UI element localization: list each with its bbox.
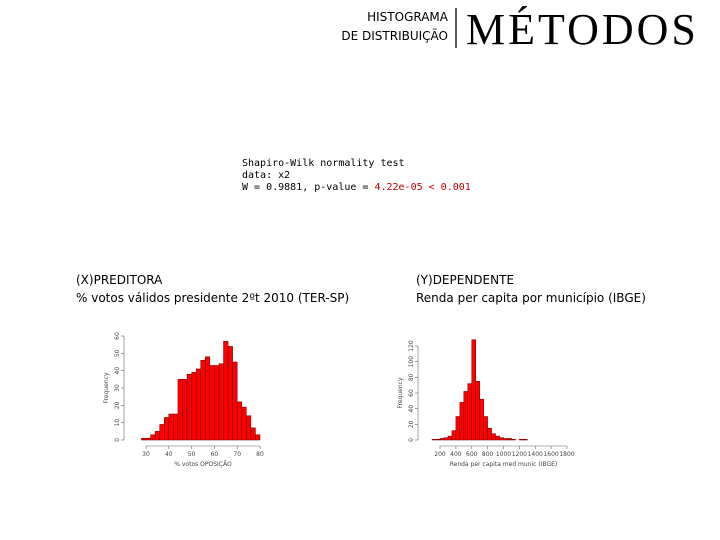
bar (519, 438, 524, 441)
y-tick-label: 60 (114, 332, 121, 340)
bar (491, 433, 496, 441)
y-tick-label: 20 (408, 420, 415, 428)
bar (246, 415, 252, 441)
bar (467, 383, 472, 441)
y-tick-label: 50 (114, 349, 121, 357)
y-tick-label: 120 (408, 340, 415, 352)
bar (431, 438, 437, 441)
test-line: Shapiro-Wilk normality test (242, 158, 405, 169)
bar (451, 430, 457, 441)
bar (154, 431, 160, 441)
y-tick-label: 40 (114, 367, 121, 375)
test-line: W = 0.9881, p-value = 4.22e-05 < 0.001 (242, 182, 471, 193)
y-axis-label: Frequency (103, 372, 110, 403)
bar (177, 379, 183, 441)
x-tick-label: 1600 (543, 451, 558, 458)
bar (186, 373, 192, 441)
bar (200, 360, 206, 441)
y-tick-label: 0 (408, 438, 415, 442)
bar (475, 381, 480, 441)
bar (223, 340, 229, 441)
bar (471, 339, 476, 441)
bar (255, 434, 261, 441)
bar (205, 356, 211, 441)
bar (173, 413, 179, 441)
x-tick-label: 1400 (528, 451, 543, 458)
y-tick-label: 100 (408, 356, 415, 368)
bar (145, 438, 151, 441)
x-tick-label: 200 (434, 451, 446, 458)
x-tick-label: 50 (188, 451, 196, 458)
bar (150, 434, 156, 441)
bar (435, 438, 441, 441)
y-tick-label: 20 (114, 401, 121, 409)
bar (455, 416, 461, 441)
bar (241, 406, 247, 441)
x-tick-label: 80 (256, 451, 264, 458)
x-tick-label: 40 (165, 451, 173, 458)
bar (227, 346, 233, 441)
bar (479, 399, 484, 441)
y-tick-label: 80 (408, 373, 415, 381)
bar (503, 438, 508, 441)
y-tick-label: 0 (114, 438, 121, 442)
chart-subtitle: Renda per capita por município (IBGE) (416, 291, 646, 305)
bar (236, 401, 243, 441)
x-tick-label: 400 (450, 451, 462, 458)
x-tick-label: 1000 (496, 451, 511, 458)
x-tick-label: 30 (142, 451, 150, 458)
bar (159, 424, 165, 441)
bar (511, 438, 516, 441)
bar (483, 416, 488, 441)
header-line: DE DISTRIBUIÇÃO (341, 28, 448, 43)
test-line: data: x2 (242, 170, 290, 181)
chart-title: (X)PREDITORA (76, 273, 163, 287)
y-tick-label: 60 (408, 389, 415, 397)
bar (168, 413, 174, 441)
bar (182, 379, 188, 441)
bar (507, 438, 512, 441)
x-tick-label: 60 (211, 451, 219, 458)
bar (443, 437, 449, 441)
chart-subtitle: % votos válidos presidente 2ºt 2010 (TER… (76, 291, 349, 305)
bar (141, 438, 147, 441)
bar (214, 365, 220, 441)
bar (218, 363, 224, 441)
bar (191, 372, 197, 441)
bar (459, 402, 465, 441)
bar (163, 417, 170, 441)
bar (499, 437, 504, 441)
y-tick-label: 30 (114, 384, 121, 392)
x-tick-label: 1200 (512, 451, 527, 458)
y-tick-label: 10 (114, 419, 121, 427)
test-text: W = 0.9881, p-value = (242, 182, 374, 193)
x-axis-label: % votos OPOSIÇÃO (174, 461, 232, 468)
bar (463, 391, 469, 441)
y-axis-label: Frequency (397, 377, 404, 408)
y-tick-label: 40 (408, 405, 415, 413)
x-tick-label: 70 (233, 451, 241, 458)
chart-title: (Y)DEPENDENTE (416, 273, 514, 287)
bar (250, 427, 256, 441)
test-highlight: 4.22e-05 < 0.001 (374, 182, 470, 193)
x-axis-label: Renda per capita med munic (IBGE) (450, 461, 558, 468)
bar (495, 435, 500, 441)
x-tick-label: 600 (466, 451, 478, 458)
bar (195, 368, 201, 441)
bar (439, 438, 445, 441)
bar (232, 361, 238, 441)
x-tick-label: 800 (482, 451, 494, 458)
header-title: MÉTODOS (466, 5, 699, 54)
header-line: HISTOGRAMA (367, 10, 449, 24)
x-tick-label: 1800 (559, 451, 574, 458)
bar (523, 438, 528, 441)
bar (209, 365, 215, 441)
bar (487, 428, 492, 441)
bar (447, 435, 453, 441)
